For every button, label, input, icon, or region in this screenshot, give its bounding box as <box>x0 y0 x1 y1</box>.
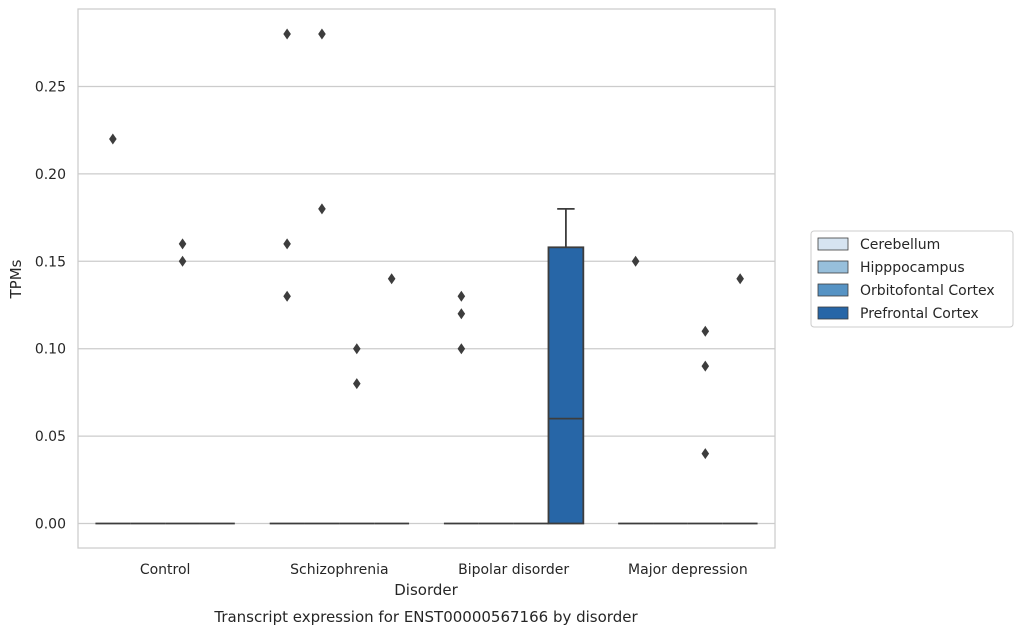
outlier-point <box>631 255 640 267</box>
y-tick-label: 0.25 <box>35 80 66 96</box>
box-body <box>547 246 585 525</box>
outlier-point <box>353 378 361 390</box>
legend-swatch <box>817 306 849 320</box>
x-axis-label: Disorder <box>394 581 458 599</box>
outlier-point <box>178 255 187 267</box>
outlier-point <box>283 290 291 302</box>
legend-frame <box>810 230 1014 328</box>
outlier-point <box>283 238 291 250</box>
outlier-point <box>457 290 466 302</box>
legend-label: Cerebellum <box>860 237 940 253</box>
y-tick-label: 0.15 <box>35 254 66 270</box>
outlier-point <box>701 325 710 337</box>
y-tick-labels: 0.00 0.05 0.10 0.15 0.20 0.25 <box>35 80 66 533</box>
outlier-point <box>457 343 466 355</box>
legend-swatch <box>817 237 849 251</box>
outlier-point <box>178 238 187 250</box>
outlier-point <box>109 133 117 145</box>
plot-area <box>78 9 775 548</box>
outlier-point <box>736 273 744 285</box>
outlier-point <box>701 360 710 372</box>
outlier-point <box>457 308 466 320</box>
outlier-point <box>318 203 326 215</box>
legend-swatch <box>817 260 849 274</box>
legend-swatch <box>817 283 849 297</box>
x-tick-label: Bipolar disorder <box>458 562 569 578</box>
outlier-point <box>701 448 710 460</box>
legend-label: Orbitofontal Cortex <box>860 283 995 299</box>
outlier-point <box>283 28 291 40</box>
legend: Cerebellum Hipppocampus Orbitofontal Corte… <box>810 230 1014 328</box>
outliers <box>109 28 744 460</box>
boxes <box>95 207 758 525</box>
y-tick-label: 0.00 <box>35 517 66 533</box>
y-tick-label: 0.20 <box>35 167 66 183</box>
legend-label: Hipppocampus <box>860 260 965 276</box>
box <box>547 207 585 525</box>
x-tick-label: Control <box>140 562 191 578</box>
plot-frame <box>77 8 776 549</box>
y-tick-label: 0.10 <box>35 342 66 358</box>
chart-caption: Transcript expression for ENST0000056716… <box>213 608 638 626</box>
x-tick-labels: Control Schizophrenia Bipolar disorder Majo… <box>140 562 748 578</box>
x-tick-label: Major depression <box>628 562 748 578</box>
outlier-point <box>318 28 326 40</box>
legend-label: Prefrontal Cortex <box>860 306 979 322</box>
outlier-point <box>353 343 361 355</box>
y-axis-label: TPMs <box>7 259 25 299</box>
outlier-point <box>387 273 396 285</box>
y-tick-label: 0.05 <box>35 429 66 445</box>
x-tick-label: Schizophrenia <box>290 562 388 578</box>
